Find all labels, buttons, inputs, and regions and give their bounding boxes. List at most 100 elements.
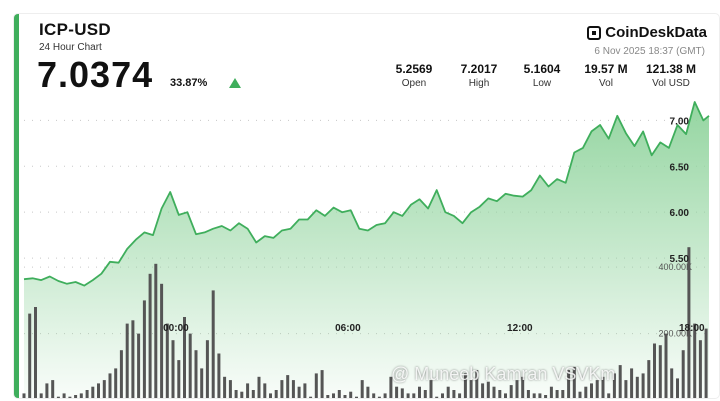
volume-bar <box>572 366 576 398</box>
volume-tick-label: 200.00K <box>658 329 692 339</box>
stat-label: Vol USD <box>652 78 690 89</box>
volume-bar <box>160 283 164 398</box>
volume-bar <box>297 386 301 398</box>
volume-bar <box>119 350 123 398</box>
volume-bar <box>481 383 485 398</box>
volume-bar <box>194 350 198 398</box>
x-tick-label: 18:00 <box>679 323 705 334</box>
volume-bar <box>56 396 60 398</box>
volume-bar <box>435 396 439 398</box>
price-tick-label: 6.50 <box>670 162 690 173</box>
volume-bar <box>515 380 519 398</box>
volume-bar <box>624 380 628 398</box>
volume-bar <box>337 390 341 398</box>
volume-bar <box>498 390 502 398</box>
volume-bar <box>664 333 668 398</box>
volume-bar <box>429 380 433 398</box>
volume-bar <box>165 323 169 398</box>
volume-bar <box>45 383 49 398</box>
price-tick-label: 7.00 <box>670 116 690 127</box>
volume-bar <box>85 390 89 398</box>
volume-bar <box>269 393 272 398</box>
volume-bar <box>171 340 175 398</box>
volume-bar <box>538 393 542 398</box>
volume-bar <box>102 380 106 398</box>
volume-bar <box>658 345 662 398</box>
volume-bar <box>578 391 582 398</box>
price-area <box>24 102 709 398</box>
volume-bar <box>492 386 496 398</box>
volume-bar <box>257 376 261 398</box>
volume-bar <box>532 393 536 398</box>
volume-bar <box>68 396 72 398</box>
volume-bar <box>452 390 456 398</box>
volume-bar <box>125 323 129 398</box>
volume-bar <box>355 396 358 398</box>
volume-bar <box>549 386 553 398</box>
price-tick-label: 5.50 <box>670 254 690 265</box>
stat-value: 19.57 M <box>584 62 628 76</box>
chart-subtitle: 24 Hour Chart <box>39 42 102 53</box>
volume-bar <box>509 385 513 398</box>
chart-card: ICP-USD 24 Hour Chart 7.0374 33.87% Coin… <box>14 14 719 398</box>
stat-label: Open <box>401 78 427 89</box>
volume-bar <box>280 380 284 398</box>
price-chart: 5.50 6.00 6.50 7.00 200.00K 400.00K 00:00 06:00… <box>22 101 710 398</box>
volume-bar <box>22 393 26 398</box>
stat-label: High <box>468 78 490 89</box>
volume-bar <box>635 376 639 398</box>
volume-bar <box>177 360 181 398</box>
x-tick-label: 06:00 <box>335 323 361 334</box>
volume-bar <box>360 380 364 398</box>
volume-bar <box>607 393 611 398</box>
volume-bar <box>698 340 702 398</box>
coindesk-icon <box>587 25 602 40</box>
volume-bar <box>34 307 37 398</box>
volume-bar <box>240 391 244 398</box>
stat-value: 121.38 M <box>645 62 697 76</box>
stat-label: Low <box>532 78 552 89</box>
volume-bar <box>704 328 708 398</box>
volume-bar <box>74 395 78 398</box>
volume-bar <box>395 386 399 398</box>
stat-label: Vol <box>599 78 613 89</box>
symbol-title: ICP-USD <box>39 20 111 39</box>
volume-bar <box>400 388 404 398</box>
volume-bar <box>377 396 381 398</box>
volume-bar <box>555 390 559 398</box>
volume-bar <box>79 393 83 398</box>
volume-bar <box>595 380 599 398</box>
volume-bar <box>309 396 313 398</box>
volume-bar <box>51 380 55 398</box>
volume-bar <box>314 373 318 398</box>
volume-bar <box>406 393 410 398</box>
volume-bar <box>693 323 697 398</box>
volume-bar <box>183 317 186 398</box>
volume-bar <box>418 386 421 398</box>
volume-bar <box>274 390 278 398</box>
volume-bar <box>647 360 651 398</box>
volume-bar <box>291 380 295 398</box>
stat-vol-usd: 121.38 M Vol USD <box>636 62 706 89</box>
volume-bar <box>349 391 353 398</box>
volume-bar <box>320 370 324 398</box>
volume-bar <box>561 390 565 398</box>
stat-low: 5.1604 Low <box>507 62 577 89</box>
volume-bar <box>205 340 209 398</box>
volume-bar <box>486 381 490 398</box>
volume-bar <box>389 376 393 398</box>
stat-value: 7.2017 <box>460 62 498 76</box>
volume-bar <box>618 365 622 398</box>
volume-bar <box>148 273 152 398</box>
volume-tick-label: 400.00K <box>658 262 692 272</box>
volume-bar <box>263 383 267 398</box>
volume-bar <box>526 390 530 398</box>
volume-bar <box>154 263 158 398</box>
volume-bar <box>412 393 416 398</box>
volume-bar <box>544 395 548 398</box>
stat-high: 7.2017 High <box>444 62 514 89</box>
stat-vol: 19.57 M Vol <box>571 62 641 89</box>
volume-bar <box>584 386 588 398</box>
brand-name: CoinDeskData <box>605 24 707 41</box>
volume-bar <box>521 376 525 398</box>
